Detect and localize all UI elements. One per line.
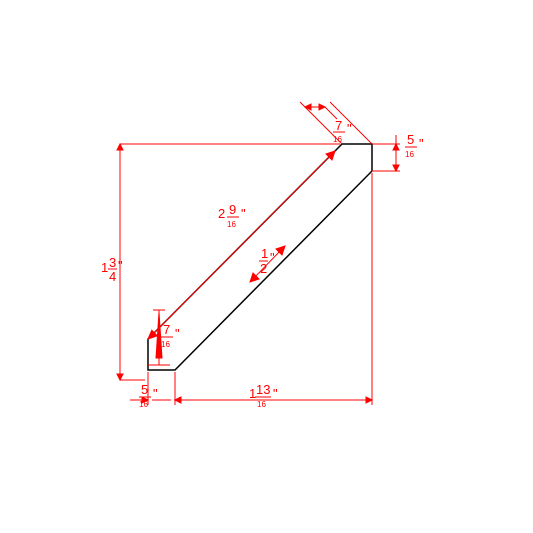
profile-shape bbox=[148, 144, 372, 370]
svg-text:16: 16 bbox=[257, 400, 266, 409]
svg-text:13: 13 bbox=[256, 382, 270, 397]
svg-text:2: 2 bbox=[218, 206, 225, 221]
dim-top-right-5-16: 5 16 " bbox=[372, 132, 424, 171]
svg-text:3: 3 bbox=[109, 255, 116, 270]
svg-text:": " bbox=[419, 136, 424, 151]
dim-top-7-16: 7 16 " bbox=[300, 102, 372, 144]
svg-text:16: 16 bbox=[227, 220, 236, 229]
svg-text:5: 5 bbox=[141, 382, 148, 397]
svg-text:": " bbox=[153, 386, 158, 401]
svg-text:1: 1 bbox=[261, 246, 268, 261]
svg-text:16: 16 bbox=[161, 340, 170, 349]
svg-text:16: 16 bbox=[333, 135, 342, 144]
svg-text:2: 2 bbox=[260, 261, 267, 276]
dim-diag-2-9-16: 2 9 16 " bbox=[120, 144, 340, 380]
dim-bottom-5-16: 5 16 " bbox=[130, 372, 185, 409]
svg-text:7: 7 bbox=[163, 322, 170, 337]
svg-text:9: 9 bbox=[229, 202, 236, 217]
svg-text:": " bbox=[270, 250, 275, 265]
svg-text:4: 4 bbox=[109, 269, 116, 284]
svg-text:": " bbox=[175, 326, 180, 341]
svg-text:": " bbox=[118, 258, 123, 273]
svg-text:": " bbox=[273, 386, 278, 401]
svg-text:5: 5 bbox=[407, 132, 414, 147]
svg-text:": " bbox=[347, 121, 352, 136]
dim-left-1-3-4: 1 3 4 " bbox=[101, 144, 145, 380]
svg-text:16: 16 bbox=[405, 150, 414, 159]
svg-text:16: 16 bbox=[139, 400, 148, 409]
svg-text:": " bbox=[241, 206, 246, 221]
svg-text:7: 7 bbox=[335, 118, 342, 133]
dim-bottom-1-13-16: 1 13 16 " bbox=[175, 173, 372, 409]
svg-text:1: 1 bbox=[101, 260, 108, 275]
technical-drawing: 7 16 " 5 16 " 2 9 16 " bbox=[0, 0, 533, 533]
